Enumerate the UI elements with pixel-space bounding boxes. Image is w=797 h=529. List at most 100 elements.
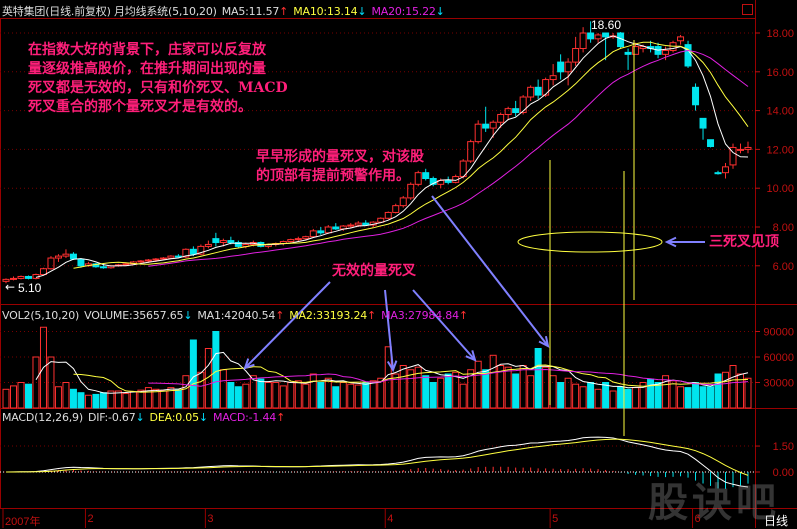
- candle-up: [504, 108, 512, 115]
- price-tick-label: 14.00: [766, 106, 794, 118]
- candle-down: [602, 32, 610, 38]
- ma5-value: MA5:11.57↑: [222, 5, 289, 18]
- price-ma5-line: [35, 35, 749, 278]
- volume-bar: [39, 326, 47, 409]
- candle-down: [24, 275, 32, 279]
- volume-bar: [54, 386, 62, 409]
- candle-up: [309, 230, 317, 238]
- candle-down: [212, 238, 220, 244]
- candle-up: [384, 211, 392, 219]
- candle-up: [414, 172, 422, 185]
- candle-up: [294, 238, 302, 241]
- volume-bar: [459, 383, 467, 409]
- candle-down: [317, 230, 325, 234]
- volume-bar: [152, 388, 160, 409]
- volume-bar: [422, 375, 430, 409]
- volume-bar: [662, 375, 670, 409]
- window-toggle-icon[interactable]: [742, 4, 753, 15]
- invalid-cross-arrow: [384, 289, 394, 371]
- volume-bar: [572, 383, 580, 409]
- volume-bar: [699, 386, 707, 409]
- volume-tick-label: 30000: [763, 378, 794, 390]
- volume-bar: [167, 387, 175, 409]
- volume-bar: [47, 356, 55, 409]
- candle-down: [699, 117, 707, 129]
- volume-bar: [542, 366, 550, 409]
- candle-down: [174, 255, 182, 258]
- macd-header: MACD(12,26,9) DIF:-0.67↓ DEA:0.05↓ MACD:-1.…: [2, 411, 290, 424]
- invalid-cross-arrow-head: [465, 350, 477, 362]
- candle-up: [632, 46, 640, 55]
- volume-bar: [692, 382, 700, 409]
- volume-bar: [437, 377, 445, 409]
- volume-bar: [519, 365, 527, 409]
- volume-bar: [624, 388, 632, 409]
- volume-bar: [249, 375, 257, 409]
- volume-bar: [407, 369, 415, 409]
- macd-title: MACD(12,26,9): [2, 411, 83, 424]
- candle-up: [527, 86, 535, 98]
- volume-bar: [272, 382, 280, 409]
- volume-header: VOL2(5,10,20) VOLUME:35657.65↓ MA1:42040.5…: [2, 309, 473, 322]
- volume-bar: [9, 385, 17, 409]
- dif-value: DIF:-0.67↓: [88, 411, 145, 424]
- candle-up: [722, 166, 730, 174]
- arrow-down-icon: ↓: [198, 411, 208, 424]
- price-ma20-line: [148, 49, 749, 267]
- candle-up: [159, 257, 167, 260]
- candle-up: [564, 61, 572, 73]
- price-tick-label: 18.00: [766, 28, 794, 40]
- candle-up: [167, 255, 175, 259]
- macd-tick-label: 0.00: [773, 467, 794, 479]
- candle-down: [684, 44, 692, 67]
- volume-bar: [174, 389, 182, 409]
- volume-bar: [189, 339, 197, 409]
- arrow-up-icon: ↑: [276, 411, 286, 424]
- candle-up: [579, 32, 587, 50]
- early-cross-arrow: [431, 195, 549, 347]
- volume-bar: [489, 354, 497, 409]
- candle-down: [444, 179, 452, 183]
- period-label[interactable]: 日线: [764, 514, 789, 528]
- candle-up: [572, 48, 580, 63]
- volume-bar: [137, 389, 145, 409]
- annotation-line: 死叉都是无效的，只有和价死叉、MACD: [28, 80, 288, 96]
- volume-bar: [512, 373, 520, 409]
- vol-ma2-text: MA2:33193.24: [289, 309, 368, 322]
- volume-bar: [197, 371, 205, 409]
- volume-bar: [92, 393, 100, 409]
- volume-bar: [182, 375, 190, 409]
- annotation-line: 早早形成的量死叉，对该股: [256, 149, 424, 165]
- price-tick-label: 10.00: [766, 183, 794, 195]
- triple-cross-arrow-head: [664, 236, 677, 248]
- candle-up: [354, 222, 362, 226]
- candle-down: [534, 86, 542, 96]
- volume-bar: [527, 375, 535, 409]
- candle-down: [512, 108, 520, 114]
- month-label: 6: [694, 513, 701, 525]
- candle-down: [624, 51, 632, 55]
- candle-up: [377, 217, 385, 223]
- volume-bar: [579, 386, 587, 409]
- dea-text: DEA:0.05: [149, 411, 200, 424]
- volume-tick-label: 60000: [763, 352, 794, 364]
- ma10-text: MA10:13.14: [293, 5, 358, 18]
- volume-bar: [144, 387, 152, 409]
- watermark-logo: 股诀吧: [648, 480, 780, 526]
- volume-bar: [257, 378, 265, 409]
- annotation-line: 的顶部有提前预警作用。: [256, 168, 410, 184]
- volume-bar: [654, 382, 662, 409]
- volume-title: VOL2(5,10,20): [2, 309, 80, 322]
- invalid-cross-arrow-head: [243, 358, 255, 370]
- volume-bar: [99, 392, 107, 409]
- vol-ma3-value: MA3:27984.84↑: [381, 309, 468, 322]
- volume-bar: [609, 390, 617, 409]
- volume-bar: [129, 391, 137, 409]
- candle-down: [429, 178, 437, 185]
- volume-bar: [204, 348, 212, 409]
- macd-value: MACD:-1.44↑: [213, 411, 285, 424]
- candle-down: [482, 123, 490, 129]
- volume-value: VOLUME:35657.65↓: [84, 309, 192, 322]
- candle-up: [474, 123, 482, 143]
- volume-bar: [279, 385, 287, 409]
